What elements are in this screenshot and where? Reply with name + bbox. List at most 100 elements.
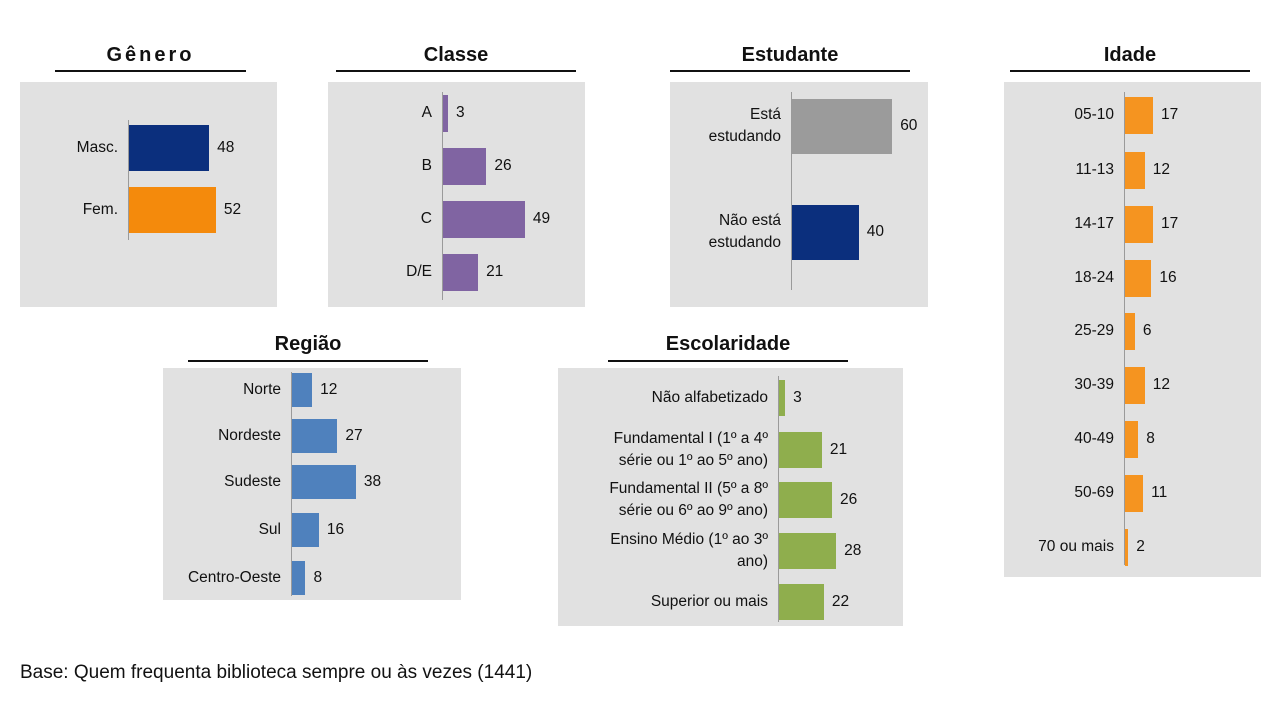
regiao-category-label: Nordeste bbox=[218, 427, 281, 444]
classe-bar bbox=[443, 147, 487, 185]
idade-value-label: 6 bbox=[1142, 322, 1152, 339]
escolaridade-value-label: 21 bbox=[829, 441, 848, 458]
estudante-title: Estudante bbox=[741, 44, 839, 66]
escolaridade-bar bbox=[779, 482, 833, 518]
escolaridade-category-label: Fundamental II (5º a 8º série ou 6º ao 9… bbox=[609, 480, 768, 519]
base-footnote: Base: Quem frequenta biblioteca sempre o… bbox=[20, 662, 533, 683]
idade-value-label: 2 bbox=[1136, 538, 1145, 555]
classe-value-label: 26 bbox=[494, 157, 512, 174]
genero-category-label: Fem. bbox=[82, 201, 118, 218]
idade-category-label: 70 ou mais bbox=[1038, 538, 1114, 555]
idade-category-label: 50-69 bbox=[1074, 484, 1114, 501]
regiao-bar bbox=[292, 561, 306, 595]
regiao-bar bbox=[292, 513, 319, 547]
regiao-bar bbox=[292, 419, 338, 453]
escolaridade-category-label: Não alfabetizado bbox=[651, 389, 768, 406]
regiao-bar bbox=[292, 465, 356, 499]
idade-category-label: 25-29 bbox=[1074, 322, 1114, 339]
classe-bar bbox=[443, 200, 525, 238]
idade-bar bbox=[1125, 528, 1129, 566]
escolaridade-bar bbox=[779, 380, 786, 416]
escolaridade-bar bbox=[779, 584, 824, 620]
escolaridade-category-label: Superior ou mais bbox=[650, 593, 768, 610]
idade-bar bbox=[1125, 151, 1145, 189]
classe-axis bbox=[442, 92, 443, 300]
idade-category-label: 14-17 bbox=[1074, 215, 1114, 232]
estudante-title-underline bbox=[670, 70, 910, 72]
genero-axis bbox=[128, 120, 129, 240]
escolaridade-panel bbox=[558, 368, 903, 626]
idade-value-label: 16 bbox=[1159, 269, 1177, 286]
idade-title: Idade bbox=[1103, 44, 1157, 66]
classe-value-label: 3 bbox=[456, 104, 465, 121]
idade-value-label: 17 bbox=[1161, 106, 1179, 123]
regiao-category-label: Sudeste bbox=[224, 473, 281, 490]
regiao-value-label: 16 bbox=[326, 521, 345, 538]
regiao-value-label: 8 bbox=[313, 569, 323, 586]
classe-category-label: C bbox=[420, 210, 432, 227]
regiao-value-label: 27 bbox=[345, 427, 363, 444]
regiao-title: Região bbox=[274, 333, 342, 355]
classe-bar bbox=[443, 253, 479, 291]
classe-bar bbox=[443, 94, 448, 132]
regiao-category-label: Sul bbox=[258, 521, 281, 538]
idade-category-label: 18-24 bbox=[1074, 269, 1114, 286]
escolaridade-title: Escolaridade bbox=[665, 333, 791, 355]
escolaridade-title-underline bbox=[608, 360, 848, 362]
idade-bar bbox=[1125, 259, 1152, 297]
estudante-value-label: 40 bbox=[866, 223, 885, 240]
regiao-bar bbox=[292, 373, 313, 407]
regiao-category-label: Norte bbox=[243, 381, 281, 398]
idade-category-label: 30-39 bbox=[1074, 376, 1114, 393]
idade-value-label: 8 bbox=[1146, 430, 1155, 447]
escolaridade-bar bbox=[779, 533, 837, 569]
regiao-value-label: 38 bbox=[363, 473, 382, 490]
estudante-category-label: Não está estudando bbox=[708, 212, 781, 251]
genero-bar bbox=[129, 187, 216, 233]
estudante-bar bbox=[792, 98, 893, 154]
idade-title-underline bbox=[1010, 70, 1250, 72]
idade-bar bbox=[1125, 96, 1154, 134]
genero-title: Gênero bbox=[106, 44, 195, 66]
escolaridade-bar bbox=[779, 432, 822, 468]
classe-title-underline bbox=[336, 70, 576, 72]
regiao-category-label: Centro-Oeste bbox=[187, 569, 281, 586]
estudante-bar bbox=[792, 204, 859, 260]
idade-value-label: 17 bbox=[1161, 215, 1179, 232]
idade-value-label: 11 bbox=[1151, 484, 1168, 501]
escolaridade-value-label: 3 bbox=[793, 389, 802, 406]
estudante-value-label: 60 bbox=[900, 117, 918, 134]
estudante-axis bbox=[791, 92, 792, 290]
regiao-value-label: 12 bbox=[320, 381, 338, 398]
idade-value-label: 12 bbox=[1152, 161, 1171, 178]
escolaridade-value-label: 26 bbox=[840, 491, 858, 508]
idade-bar bbox=[1125, 474, 1144, 512]
genero-bar bbox=[129, 125, 210, 171]
escolaridade-axis bbox=[778, 376, 779, 622]
escolaridade-value-label: 28 bbox=[844, 542, 862, 559]
classe-category-label: B bbox=[421, 157, 432, 174]
classe-title: Classe bbox=[423, 44, 489, 66]
classe-category-label: A bbox=[421, 104, 432, 121]
idade-axis bbox=[1124, 92, 1125, 565]
classe-value-label: 21 bbox=[486, 263, 504, 280]
genero-category-label: Masc. bbox=[76, 139, 118, 156]
idade-category-label: 40-49 bbox=[1074, 430, 1114, 447]
genero-value-label: 48 bbox=[217, 139, 235, 156]
idade-bar bbox=[1125, 420, 1139, 458]
idade-category-label: 11-13 bbox=[1075, 161, 1115, 178]
genero-value-label: 52 bbox=[223, 201, 242, 218]
escolaridade-category-label: Ensino Médio (1º ao 3º ano) bbox=[610, 531, 768, 570]
idade-bar bbox=[1125, 366, 1145, 404]
idade-bar bbox=[1125, 205, 1154, 243]
escolaridade-value-label: 22 bbox=[831, 593, 850, 610]
regiao-axis bbox=[291, 372, 292, 596]
classe-value-label: 49 bbox=[532, 210, 551, 227]
regiao-title-underline bbox=[188, 360, 428, 362]
escolaridade-category-label: Fundamental I (1º a 4º série ou 1º ao 5º… bbox=[613, 430, 768, 469]
classe-category-label: D/E bbox=[406, 263, 432, 280]
idade-value-label: 12 bbox=[1152, 376, 1171, 393]
idade-bar bbox=[1125, 312, 1135, 350]
idade-category-label: 05-10 bbox=[1074, 106, 1114, 123]
genero-title-underline bbox=[55, 70, 246, 72]
